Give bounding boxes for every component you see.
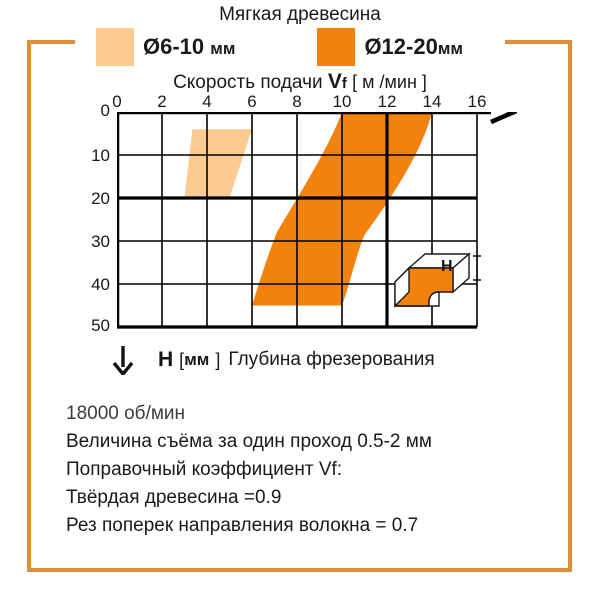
y-axis-symbol: H — [158, 348, 174, 371]
x-axis-arrow-icon — [490, 112, 517, 125]
legend-item-large-diameter: Ø12-20мм — [317, 28, 463, 66]
legend: Ø6-10 мм Ø12-20мм — [96, 28, 516, 66]
legend-label-large-diameter: Ø12-20мм — [364, 34, 463, 59]
x-tick-14: 14 — [422, 92, 442, 111]
legend-swatch-light — [96, 28, 134, 66]
down-arrow-icon — [112, 346, 134, 375]
x-tick-10: 10 — [332, 92, 352, 111]
band-small-diameter — [184, 129, 252, 198]
legend-swatch-dark — [317, 28, 356, 66]
x-tick-2: 2 — [157, 92, 167, 111]
y-tick-40: 40 — [91, 275, 110, 294]
tool-dimension-label: H — [441, 258, 453, 275]
x-axis-units: [ м /мин ] — [352, 72, 427, 92]
page-title: Мягкая древесина — [219, 4, 381, 25]
note-hardwood-factor: Твёрдая древесина =0.9 — [66, 487, 282, 508]
y-tick-30: 30 — [91, 232, 110, 251]
notes-block: 18000 об/мин Величина съёма за один прох… — [66, 400, 566, 540]
x-axis-caption-text: Скорость подачи — [173, 72, 323, 93]
y-axis-caption: H [ мм ] Глубина фрезерования — [110, 345, 435, 375]
x-tick-8: 8 — [292, 92, 302, 111]
x-tick-4: 4 — [202, 92, 212, 111]
x-tick-12: 12 — [377, 92, 397, 111]
x-tick-16: 16 — [467, 92, 487, 111]
x-axis-symbol: V — [327, 70, 342, 93]
y-tick-0: 0 — [100, 101, 110, 120]
note-cross-grain-factor: Рез поперек направления волокна = 0.7 — [66, 515, 419, 536]
y-axis-units-close: ] — [215, 349, 221, 370]
milling-profile-icon — [394, 252, 481, 308]
x-axis-symbol-subscript: f — [341, 75, 347, 92]
y-tick-20: 20 — [91, 189, 110, 208]
y-tick-10: 10 — [91, 146, 110, 165]
note-pass-depth: Величина съёма за один проход 0.5-2 мм — [66, 431, 432, 452]
y-axis-caption-text: Глубина фрезерования — [228, 349, 435, 370]
x-tick-6: 6 — [247, 92, 257, 111]
note-spindle-speed: 18000 об/мин — [66, 403, 186, 424]
x-tick-0: 0 — [112, 92, 122, 111]
y-axis-units-open: [ — [179, 349, 185, 370]
legend-label-small-diameter: Ø6-10 мм — [143, 34, 236, 59]
note-correction-factor: Поправочный коэффициент Vf: — [66, 459, 343, 480]
frame-top-notch — [75, 34, 505, 48]
legend-item-small-diameter: Ø6-10 мм — [96, 28, 235, 66]
x-axis-caption: Скорость подачи Vf [ м /мин ] — [0, 70, 600, 94]
y-axis-units: мм — [184, 350, 210, 369]
plot-area — [117, 112, 517, 329]
y-tick-50: 50 — [91, 316, 110, 335]
